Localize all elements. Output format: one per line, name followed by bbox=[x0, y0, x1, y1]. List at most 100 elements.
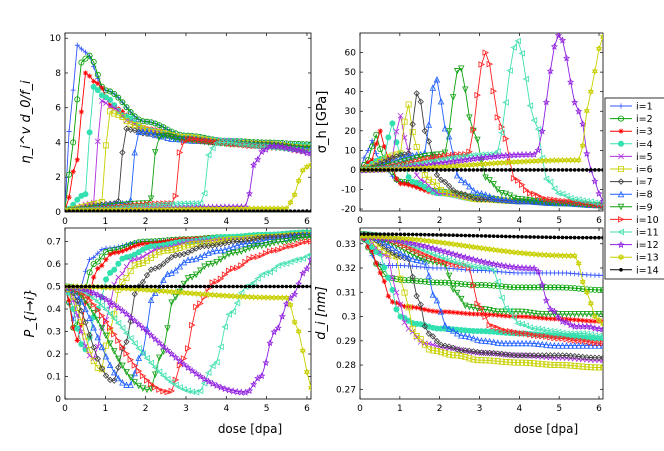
data-point bbox=[502, 190, 510, 198]
data-point bbox=[160, 239, 166, 245]
data-point bbox=[540, 168, 545, 172]
data-point bbox=[385, 233, 392, 241]
legend-entry: i=5 bbox=[610, 152, 653, 163]
data-point bbox=[563, 342, 570, 349]
data-point bbox=[110, 315, 118, 322]
data-point bbox=[584, 318, 590, 324]
data-point bbox=[486, 264, 493, 272]
data-point bbox=[462, 193, 469, 200]
data-point bbox=[508, 168, 512, 172]
data-point bbox=[201, 290, 208, 298]
data-point bbox=[251, 209, 256, 212]
data-point bbox=[194, 284, 198, 289]
data-point bbox=[104, 284, 108, 289]
data-point bbox=[435, 168, 439, 172]
data-point bbox=[397, 112, 404, 119]
data-point bbox=[127, 268, 134, 275]
data-point bbox=[305, 284, 309, 289]
data-point bbox=[213, 278, 221, 285]
data-point bbox=[115, 337, 122, 345]
data-point bbox=[405, 238, 413, 246]
data-point bbox=[543, 157, 550, 165]
data-point bbox=[535, 157, 542, 165]
data-point bbox=[128, 245, 134, 251]
data-point bbox=[429, 84, 437, 91]
data-point bbox=[568, 168, 573, 172]
data-point bbox=[217, 343, 224, 350]
data-point bbox=[303, 163, 310, 171]
data-point bbox=[155, 339, 163, 347]
data-point bbox=[197, 290, 204, 298]
data-point bbox=[475, 168, 480, 172]
data-point bbox=[601, 235, 603, 240]
data-point bbox=[151, 289, 159, 296]
data-point bbox=[111, 266, 118, 273]
data-point bbox=[385, 274, 392, 281]
data-point bbox=[499, 312, 505, 319]
data-point bbox=[386, 232, 391, 236]
x-tick-label: 6 bbox=[304, 404, 310, 414]
data-point bbox=[600, 339, 603, 347]
data-point bbox=[135, 354, 143, 362]
data-point bbox=[405, 235, 412, 243]
data-point bbox=[462, 354, 469, 361]
data-point bbox=[119, 99, 126, 106]
data-point bbox=[459, 233, 464, 238]
data-point bbox=[160, 388, 167, 395]
data-point bbox=[172, 192, 180, 200]
data-point bbox=[143, 354, 150, 362]
data-point bbox=[441, 255, 449, 262]
data-point bbox=[523, 158, 530, 165]
data-point bbox=[401, 251, 408, 259]
data-point bbox=[209, 138, 217, 146]
data-point bbox=[65, 209, 67, 212]
data-point bbox=[153, 284, 157, 289]
data-point bbox=[365, 147, 371, 154]
data-point bbox=[498, 339, 505, 347]
data-point bbox=[299, 347, 306, 355]
data-point bbox=[414, 305, 420, 311]
data-point bbox=[381, 239, 388, 246]
data-point bbox=[467, 233, 472, 238]
data-point bbox=[551, 352, 558, 359]
data-point bbox=[528, 168, 532, 172]
data-point bbox=[221, 271, 229, 278]
data-point bbox=[599, 197, 603, 205]
data-point bbox=[563, 156, 570, 164]
data-point bbox=[87, 73, 93, 79]
data-point bbox=[486, 337, 493, 345]
data-point bbox=[518, 320, 525, 328]
data-point bbox=[276, 284, 281, 289]
data-point bbox=[466, 311, 472, 317]
data-point bbox=[494, 339, 501, 346]
data-point bbox=[250, 161, 258, 169]
data-point bbox=[483, 168, 488, 172]
data-point bbox=[474, 161, 481, 168]
data-point bbox=[287, 199, 294, 206]
data-point bbox=[527, 157, 534, 165]
data-point bbox=[597, 235, 601, 240]
data-point bbox=[527, 331, 534, 338]
data-point bbox=[437, 253, 444, 261]
data-point bbox=[127, 109, 134, 116]
data-point bbox=[279, 245, 286, 252]
data-point bbox=[156, 249, 163, 256]
data-point bbox=[530, 150, 538, 158]
data-point bbox=[81, 286, 90, 294]
data-point bbox=[462, 86, 469, 93]
data-point bbox=[579, 337, 587, 345]
data-point bbox=[385, 241, 392, 249]
data-point bbox=[510, 158, 517, 166]
data-point bbox=[449, 286, 457, 293]
data-point bbox=[510, 339, 518, 347]
data-point bbox=[104, 209, 108, 212]
data-point bbox=[119, 362, 126, 370]
data-point bbox=[547, 251, 554, 259]
data-point bbox=[70, 87, 76, 93]
data-point bbox=[466, 193, 473, 200]
data-point bbox=[433, 348, 440, 355]
data-point bbox=[547, 196, 554, 203]
data-point bbox=[583, 338, 591, 345]
data-point bbox=[502, 304, 509, 312]
data-point bbox=[184, 275, 192, 282]
